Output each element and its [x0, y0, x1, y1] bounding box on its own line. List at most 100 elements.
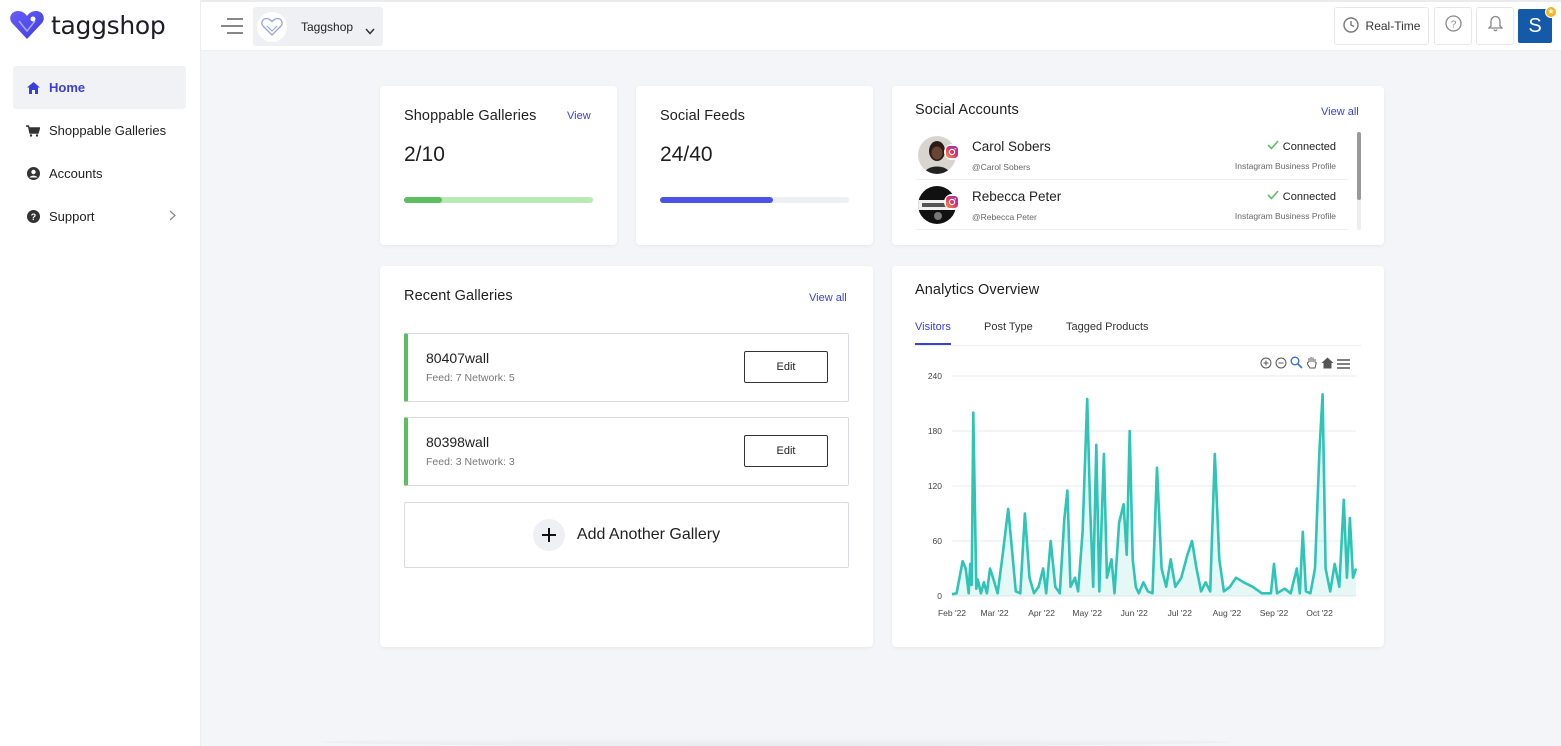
shoppable-galleries-card: Shoppable Galleries View 2/10 — [380, 86, 617, 245]
clock-icon — [1342, 16, 1359, 36]
realtime-button[interactable]: Real-Time — [1334, 7, 1429, 45]
analytics-title: Analytics Overview — [915, 282, 1040, 298]
gallery-name: 80398wall — [426, 434, 490, 450]
y-tick-label: 60 — [933, 536, 943, 546]
x-tick-label: Mar '22 — [980, 608, 1008, 618]
social-accounts-view-all-link[interactable]: View all — [1321, 106, 1359, 118]
sidebar-item-label: Home — [49, 80, 86, 95]
shoppable-progress-fill — [404, 197, 442, 203]
feeds-progress-fill — [660, 197, 774, 203]
x-tick-label: Apr '22 — [1028, 608, 1055, 618]
social-account-row[interactable]: Carol Sobers @Carol Sobers Connected Ins… — [916, 131, 1348, 180]
menu-toggle-icon[interactable] — [221, 17, 245, 40]
user-circle-icon — [26, 167, 40, 181]
pan-hand-icon[interactable] — [1306, 356, 1318, 374]
taggshop-logo-icon — [10, 11, 44, 39]
workspace-name: Taggshop — [301, 19, 354, 34]
add-gallery-label: Add Another Gallery — [576, 526, 721, 543]
reset-home-icon[interactable] — [1321, 356, 1334, 374]
status-text: Connected — [1282, 190, 1336, 203]
x-tick-label: Aug '22 — [1213, 608, 1242, 618]
plus-icon — [532, 519, 565, 551]
magnifier-icon[interactable] — [1290, 356, 1303, 374]
sidebar: taggshop Home Shoppable Galleries Accoun… — [0, 0, 201, 746]
social-feeds-card: Social Feeds 24/40 — [636, 86, 873, 245]
account-name: Carol Sobers — [972, 139, 1051, 154]
notifications-button[interactable] — [1476, 7, 1514, 45]
sidebar-item-label: Shoppable Galleries — [49, 123, 167, 138]
account-type: Instagram Business Profile — [1234, 211, 1336, 221]
x-tick-label: Jul '22 — [1168, 608, 1193, 618]
bottom-shadow — [320, 738, 1230, 746]
accounts-scrollbar[interactable] — [1357, 132, 1361, 230]
zoom-out-icon[interactable] — [1275, 356, 1287, 374]
gallery-name: 80407wall — [426, 350, 490, 366]
scrollbar-thumb[interactable] — [1357, 132, 1361, 200]
y-tick-label: 240 — [928, 371, 942, 381]
tab-visitors[interactable]: Visitors — [915, 321, 951, 345]
y-tick-label: 120 — [928, 481, 942, 491]
edit-gallery-button[interactable]: Edit — [744, 351, 828, 383]
chevron-right-icon — [169, 209, 176, 224]
edit-gallery-button[interactable]: Edit — [744, 435, 828, 467]
tab-tagged-products[interactable]: Tagged Products — [1066, 321, 1149, 333]
y-tick-label: 0 — [937, 591, 942, 601]
workspace-logo-icon — [257, 11, 287, 42]
x-tick-label: May '22 — [1072, 608, 1102, 618]
y-tick-label: 180 — [928, 426, 942, 436]
question-circle-icon: ? — [26, 210, 40, 224]
topbar: Taggshop Real-Time ? S ★ — [201, 0, 1561, 51]
add-gallery-button[interactable]: Add Another Gallery — [404, 502, 849, 568]
sidebar-item-shoppable-galleries[interactable]: Shoppable Galleries — [13, 109, 186, 152]
shoppable-galleries-title: Shoppable Galleries — [404, 108, 537, 124]
gallery-item: 80398wall Feed: 3 Network: 3 Edit — [404, 417, 849, 486]
visitors-series-line — [951, 393, 1358, 596]
analytics-tabs: Visitors Post Type Tagged Products — [915, 318, 1361, 346]
recent-galleries-title: Recent Galleries — [404, 288, 513, 304]
recent-galleries-card: Recent Galleries View all 80407wall Feed… — [380, 266, 873, 647]
app-logo[interactable]: taggshop — [9, 9, 166, 41]
svg-text:?: ? — [30, 212, 36, 222]
sidebar-item-home[interactable]: Home — [13, 66, 186, 109]
workspace-selector[interactable]: Taggshop — [253, 7, 383, 46]
shoppable-galleries-count: 2/10 — [404, 143, 445, 166]
avatar — [918, 186, 956, 224]
analytics-overview-card: Analytics Overview Visitors Post Type Ta… — [892, 266, 1384, 647]
help-button[interactable]: ? — [1434, 7, 1472, 45]
check-icon — [1267, 190, 1279, 203]
realtime-label: Real-Time — [1365, 19, 1421, 33]
home-icon — [26, 81, 40, 95]
status-text: Connected — [1282, 140, 1336, 153]
sidebar-item-label: Accounts — [49, 166, 103, 181]
feeds-progress-bar — [660, 197, 849, 203]
sidebar-item-support[interactable]: ? Support — [13, 195, 186, 238]
social-account-row[interactable]: Rebecca Peter @Rebecca Peter Connected I… — [916, 181, 1348, 230]
x-tick-label: Feb '22 — [938, 608, 966, 618]
gallery-meta: Feed: 7 Network: 5 — [426, 372, 515, 384]
zoom-in-icon[interactable] — [1260, 356, 1272, 374]
account-handle: @Rebecca Peter — [972, 212, 1037, 222]
sidebar-nav: Home Shoppable Galleries Accounts ? Supp… — [13, 66, 186, 238]
svg-text:?: ? — [1450, 20, 1456, 31]
social-feeds-count: 24/40 — [660, 143, 713, 166]
recent-galleries-view-all-link[interactable]: View all — [809, 292, 847, 304]
chart-menu-icon[interactable] — [1337, 356, 1350, 374]
gallery-meta: Feed: 3 Network: 3 — [426, 456, 515, 468]
gallery-item: 80407wall Feed: 7 Network: 5 Edit — [404, 333, 849, 402]
tab-post-type[interactable]: Post Type — [984, 321, 1033, 333]
logo-text: taggshop — [51, 10, 166, 40]
connection-status: Connected — [1267, 190, 1336, 203]
visitors-area-chart: 0 60 120 180 240 Feb '22 Mar '22 Apr '22 May '22… — [928, 371, 1358, 618]
chart-toolbar — [1260, 356, 1350, 374]
x-tick-label: Oct '22 — [1306, 608, 1333, 618]
help-icon: ? — [1444, 15, 1462, 37]
instagram-icon — [944, 194, 960, 210]
x-tick-label: Jun '22 — [1121, 608, 1148, 618]
sidebar-item-label: Support — [49, 209, 95, 224]
social-accounts-card: Social Accounts View all Carol Sobers @C… — [892, 86, 1384, 245]
shoppable-progress-bar — [404, 197, 593, 203]
shoppable-galleries-view-link[interactable]: View — [567, 110, 591, 122]
sidebar-item-accounts[interactable]: Accounts — [13, 152, 186, 195]
social-accounts-title: Social Accounts — [915, 102, 1019, 118]
cart-icon — [26, 124, 40, 138]
